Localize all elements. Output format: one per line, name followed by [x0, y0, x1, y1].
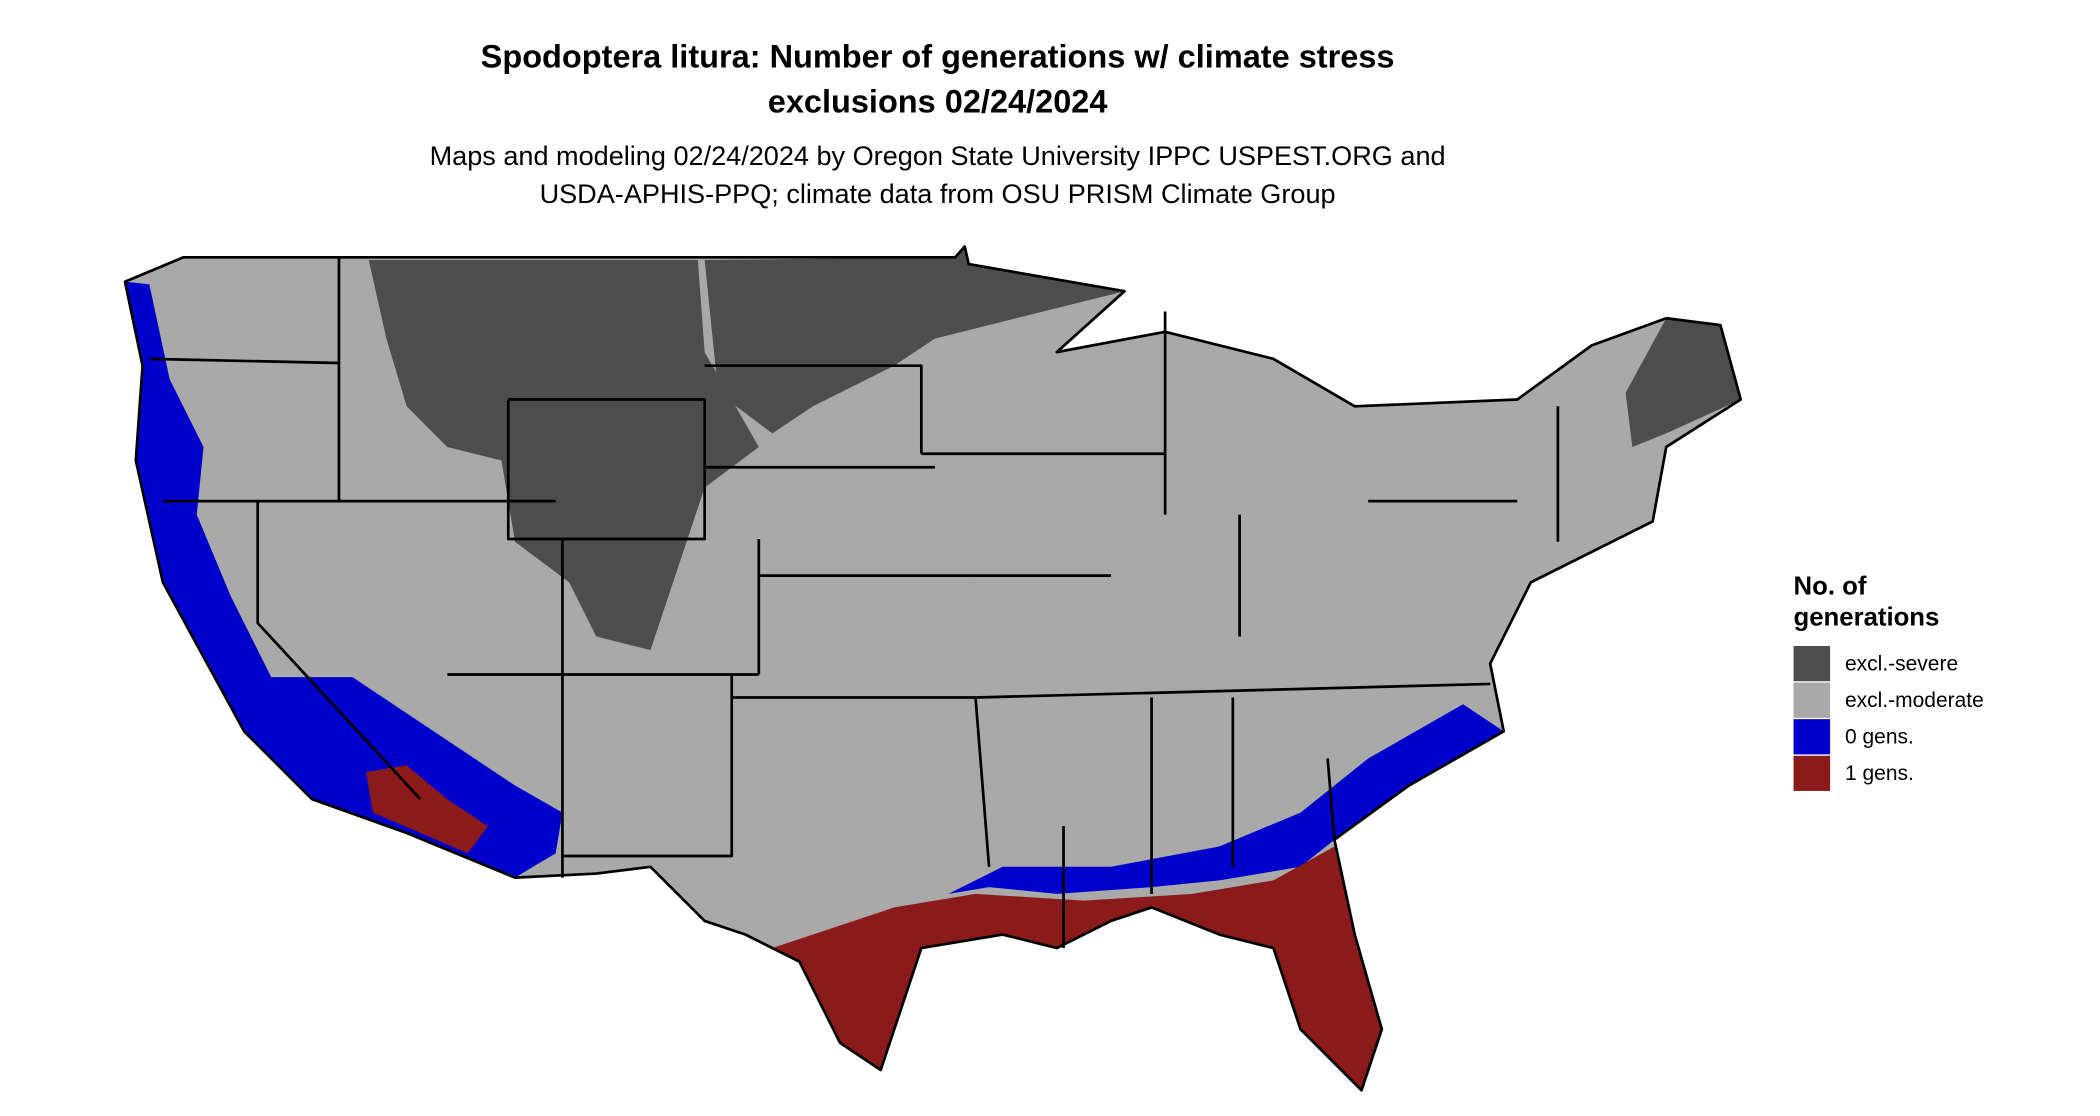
legend-label: 1 gens. — [1845, 762, 1914, 785]
legend-swatch — [1793, 755, 1831, 791]
legend-label: excl.-moderate — [1845, 689, 1984, 712]
title-line: Spodoptera litura: Number of generations… — [481, 39, 1395, 75]
legend-label: excl.-severe — [1845, 652, 1958, 675]
region-moderate — [124, 246, 1741, 1091]
region-severe — [1625, 318, 1741, 447]
legend-items: excl.-severe excl.-moderate 0 gens. 1 gens. — [1793, 646, 1984, 791]
legend-swatch — [1793, 719, 1831, 755]
region-one — [772, 846, 1382, 1091]
legend-swatch — [1793, 646, 1831, 682]
us-map — [123, 245, 1743, 1092]
legend-label: 0 gens. — [1845, 726, 1914, 749]
legend: No. of generations excl.-severe excl.-mod… — [1793, 573, 1984, 791]
title-line: exclusions 02/24/2024 — [768, 83, 1108, 119]
region-severe — [704, 246, 1125, 434]
region-one — [366, 765, 488, 854]
region-severe — [368, 260, 759, 651]
region-zero — [124, 281, 563, 878]
state-borders — [123, 245, 1743, 1092]
subtitle-line: USDA-APHIS-PPQ; climate data from OSU PR… — [540, 178, 1336, 209]
legend-title: generations — [1794, 604, 1940, 632]
subtitle-line: Maps and modeling 02/24/2024 by Oregon S… — [430, 140, 1446, 171]
legend-title: No. of — [1794, 573, 1867, 601]
title: Spodoptera litura: Number of generations… — [430, 39, 1446, 209]
region-zero — [948, 704, 1504, 894]
legend-swatch — [1793, 682, 1831, 718]
